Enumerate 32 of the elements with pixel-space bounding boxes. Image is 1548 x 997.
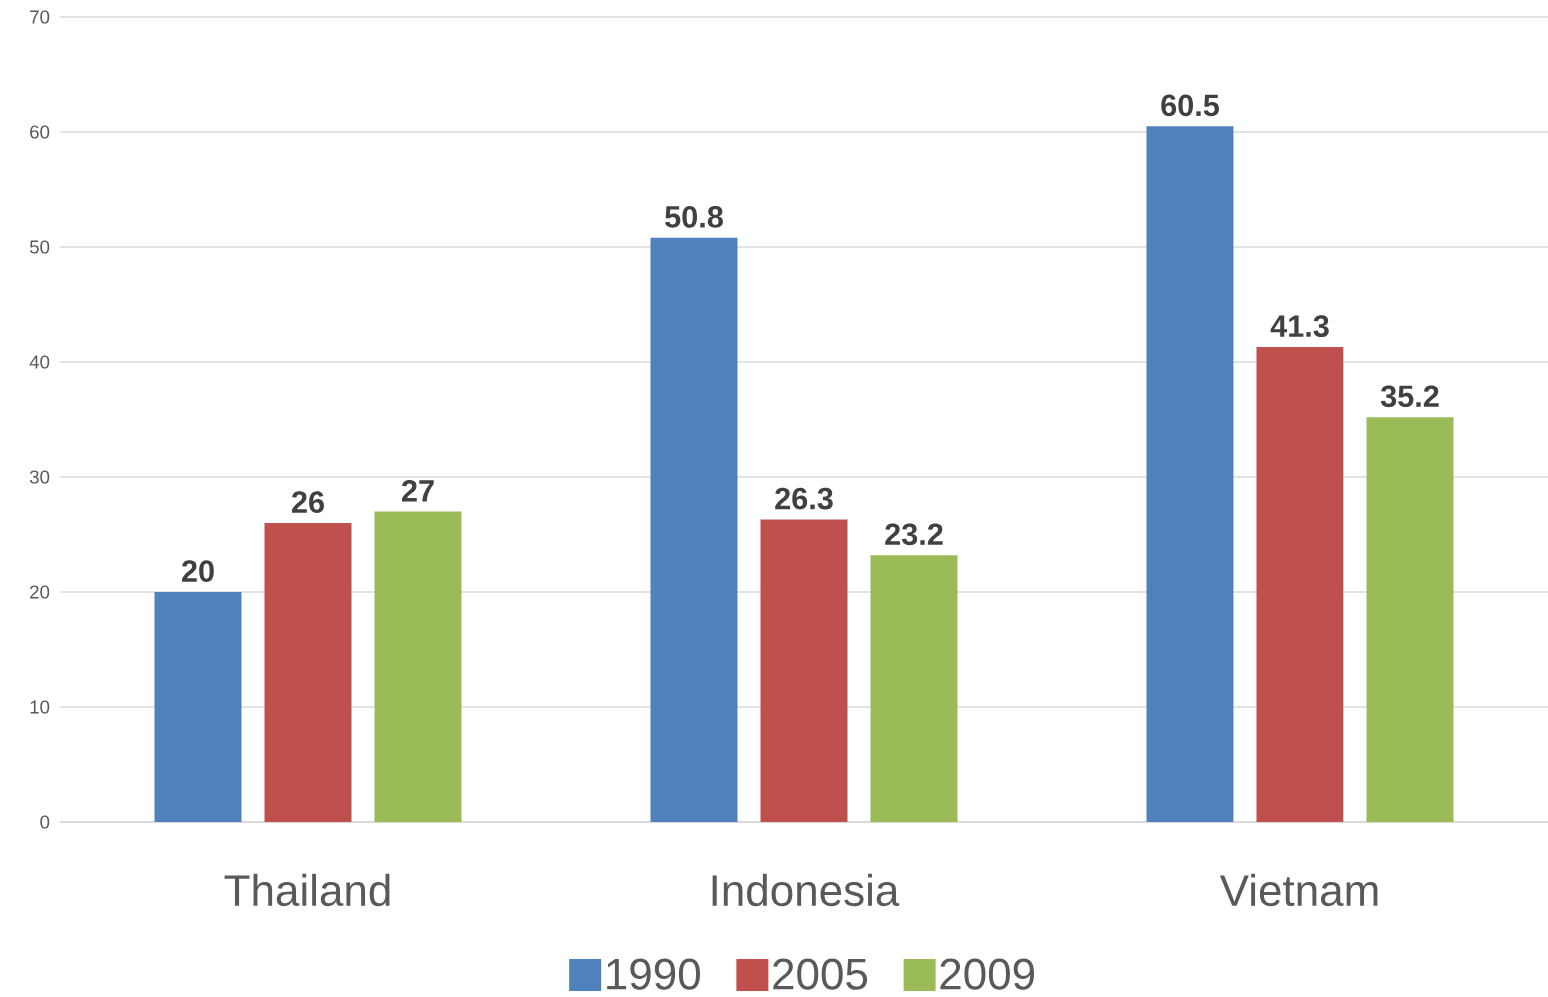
legend-label: 2009 [940, 958, 1035, 990]
y-tick-label: 60 [30, 125, 50, 139]
bar [154, 592, 242, 822]
y-tick-label: 30 [29, 470, 50, 484]
x-tick-label: Indonesia [712, 873, 900, 907]
bar [870, 555, 958, 822]
y-tick-label: 20 [30, 585, 50, 599]
y-tick-label: 50 [29, 240, 50, 254]
bar [760, 519, 848, 822]
x-tick-label: Vietnam [1219, 873, 1378, 907]
bar [374, 511, 462, 822]
bar [1256, 347, 1344, 822]
data-label: 23.2 [885, 523, 943, 546]
data-label: 60.5 [1161, 94, 1219, 117]
data-label: 41.3 [1270, 315, 1329, 337]
data-label: 27 [402, 480, 434, 502]
x-tick-label: Thailand [224, 873, 390, 907]
bar [1366, 417, 1454, 822]
data-label: 50.8 [665, 206, 723, 228]
bar [1146, 126, 1234, 822]
legend-label: 2005 [773, 958, 868, 990]
y-tick-label: 70 [30, 10, 50, 24]
data-label: 20 [182, 560, 214, 582]
legend-label: 1990 [607, 958, 700, 990]
bar [650, 237, 738, 822]
data-label: 35.2 [1380, 385, 1439, 408]
data-label: 26.3 [775, 487, 833, 510]
bar [264, 523, 352, 822]
data-label: 26 [292, 491, 324, 513]
y-tick-label: 0 [40, 815, 50, 829]
y-tick-label: 10 [30, 700, 50, 714]
y-tick-label: 40 [29, 355, 50, 369]
